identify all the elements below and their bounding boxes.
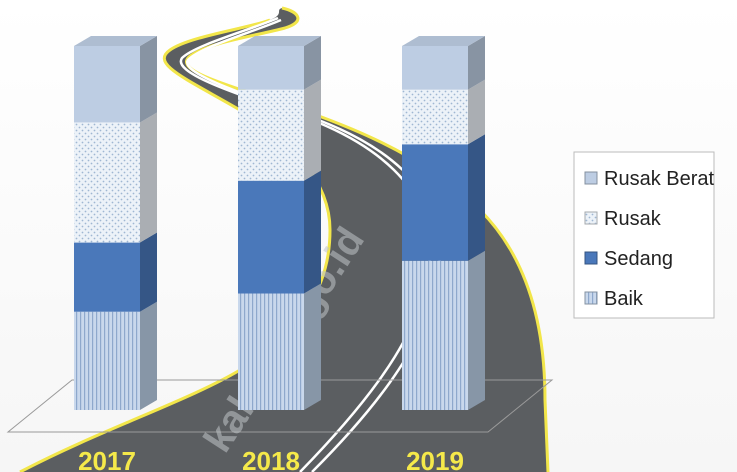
legend-swatch-rusak	[584, 211, 598, 225]
legend-label-rusak-berat: Rusak Berat	[604, 168, 714, 190]
legend: Rusak Berat Rusak Sedang Baik	[573, 151, 715, 319]
bar-2019-rusak-berat	[402, 46, 468, 90]
bar-2019-sedang	[402, 144, 468, 261]
bar-top-2017	[74, 36, 157, 46]
legend-label-baik: Baik	[604, 288, 644, 310]
bar-2017-rusak	[74, 122, 140, 243]
bar-side-2019-rusak	[468, 79, 485, 145]
bar-2019-rusak	[402, 89, 468, 145]
year-label-2019: 2019	[406, 446, 464, 472]
road-edge-left	[19, 18, 332, 472]
bar-2019-baik	[402, 260, 468, 410]
legend-swatch-rusak-berat	[584, 171, 598, 185]
bar-top-2018	[238, 36, 321, 46]
bar-side-2018-rusak	[304, 79, 321, 181]
year-label-2017: 2017	[78, 446, 136, 472]
bar-stack-2019	[402, 36, 485, 410]
bar-side-2017-baik	[140, 301, 157, 410]
bar-side-2017-sedang	[140, 232, 157, 312]
bar-2018-sedang	[238, 180, 304, 294]
bar-2017-baik	[74, 311, 140, 410]
legend-label-sedang: Sedang	[604, 248, 673, 270]
bar-2018-rusak	[238, 89, 304, 181]
bar-2017-sedang	[74, 242, 140, 312]
legend-swatch-sedang	[584, 251, 598, 265]
bar-side-2018-rusak-berat	[304, 36, 321, 90]
bars	[74, 36, 485, 410]
bar-2018-rusak-berat	[238, 46, 304, 90]
bar-top-2019	[402, 36, 485, 46]
bar-side-2019-rusak-berat	[468, 36, 485, 90]
bar-side-2019-sedang	[468, 134, 485, 261]
year-labels: 2017 2018 2019	[78, 446, 464, 472]
chart-floor	[6, 379, 554, 433]
bar-side-2017-rusak	[140, 112, 157, 243]
year-label-2018: 2018	[242, 446, 300, 472]
bar-side-2019-baik	[468, 250, 485, 410]
bar-side-2018-baik	[304, 283, 321, 410]
bar-side-2018-sedang	[304, 170, 321, 294]
bar-stack-2018	[238, 36, 321, 410]
bar-side-2017-rusak-berat	[140, 36, 157, 123]
bar-2017-rusak-berat	[74, 46, 140, 123]
bar-stack-2017	[74, 36, 157, 410]
bar-2018-baik	[238, 293, 304, 410]
legend-swatch-baik	[584, 291, 598, 305]
legend-label-rusak: Rusak	[604, 208, 662, 230]
